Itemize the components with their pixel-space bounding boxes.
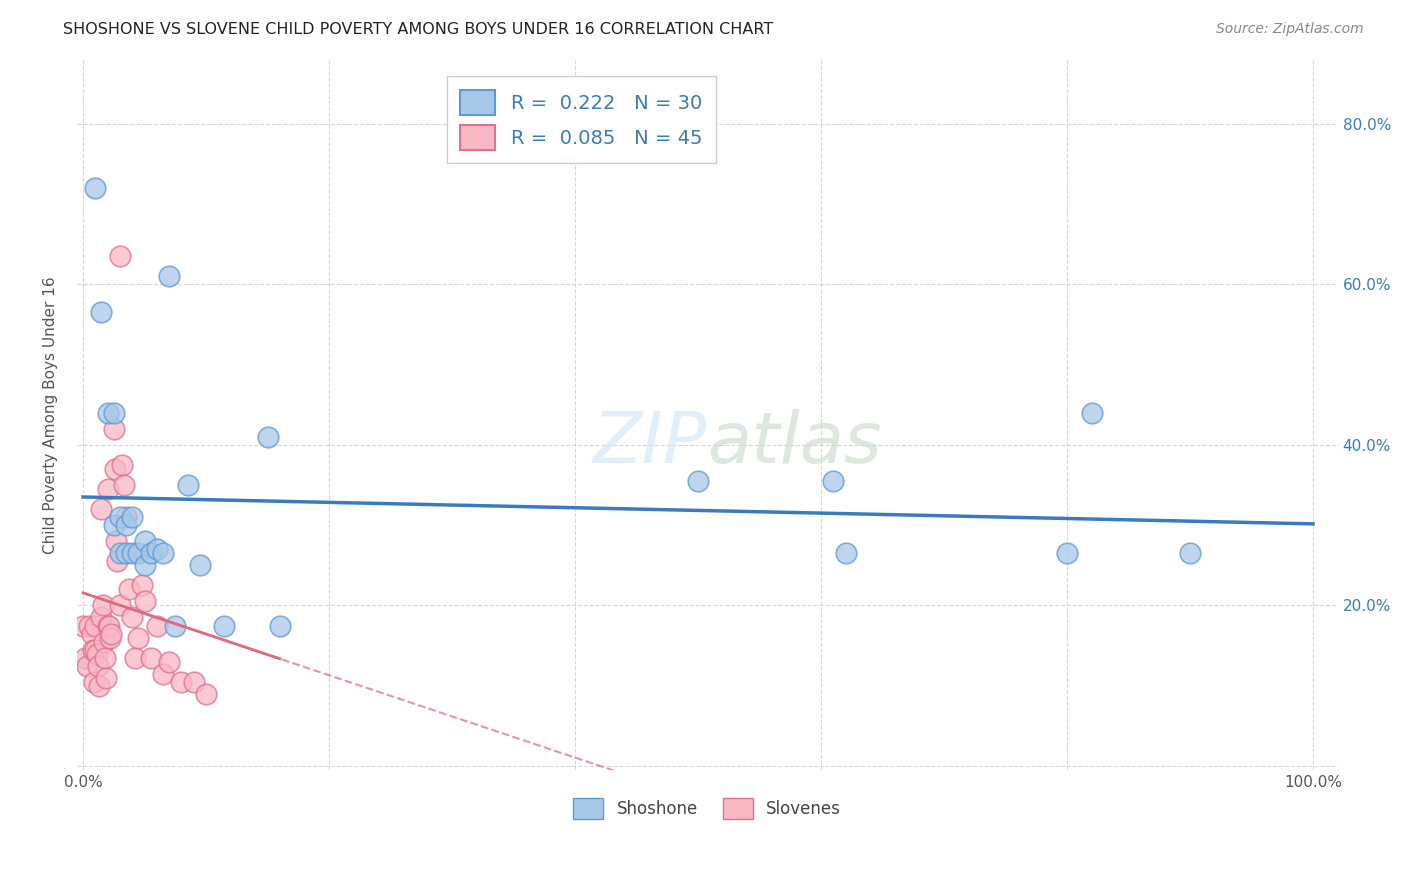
Point: [152, 666, 174, 681]
Point: [1056, 546, 1078, 560]
Point: [97, 618, 120, 632]
Point: [83, 674, 105, 689]
Point: [1178, 546, 1201, 560]
Point: [170, 674, 193, 689]
Point: [214, 618, 236, 632]
Point: [107, 554, 129, 568]
Point: [104, 462, 127, 476]
Point: [157, 655, 180, 669]
Point: [686, 474, 709, 488]
Point: [188, 558, 211, 573]
Point: [96, 671, 118, 685]
Point: [112, 478, 135, 492]
Point: [103, 406, 125, 420]
Point: [134, 594, 156, 608]
Point: [91, 599, 114, 613]
Point: [127, 631, 149, 645]
Point: [100, 626, 122, 640]
Y-axis label: Child Poverty Among Boys Under 16: Child Poverty Among Boys Under 16: [44, 276, 58, 554]
Point: [121, 510, 143, 524]
Point: [90, 305, 112, 319]
Point: [195, 687, 218, 701]
Point: [115, 546, 138, 560]
Point: [80, 626, 103, 640]
Point: [134, 558, 156, 573]
Text: SHOSHONE VS SLOVENE CHILD POVERTY AMONG BOYS UNDER 16 CORRELATION CHART: SHOSHONE VS SLOVENE CHILD POVERTY AMONG …: [63, 22, 773, 37]
Point: [103, 518, 125, 533]
Point: [834, 546, 856, 560]
Point: [86, 647, 108, 661]
Point: [115, 518, 138, 533]
Point: [152, 546, 174, 560]
Text: ZIP: ZIP: [593, 409, 707, 478]
Point: [105, 534, 128, 549]
Point: [134, 534, 156, 549]
Text: Source: ZipAtlas.com: Source: ZipAtlas.com: [1216, 22, 1364, 37]
Point: [157, 269, 180, 284]
Point: [108, 249, 131, 263]
Point: [115, 510, 138, 524]
Point: [139, 546, 162, 560]
Point: [97, 406, 120, 420]
Point: [269, 618, 291, 632]
Point: [87, 679, 110, 693]
Point: [127, 546, 149, 560]
Point: [84, 642, 107, 657]
Point: [131, 578, 153, 592]
Point: [98, 631, 121, 645]
Point: [124, 650, 146, 665]
Point: [139, 650, 162, 665]
Point: [90, 502, 112, 516]
Point: [108, 599, 131, 613]
Point: [72, 618, 94, 632]
Point: [176, 478, 198, 492]
Point: [90, 610, 112, 624]
Point: [108, 546, 131, 560]
Legend: Shoshone, Slovenes: Shoshone, Slovenes: [567, 791, 848, 826]
Point: [77, 618, 100, 632]
Point: [76, 658, 98, 673]
Point: [84, 181, 107, 195]
Point: [146, 542, 169, 557]
Point: [75, 650, 97, 665]
Point: [121, 546, 143, 560]
Point: [183, 674, 205, 689]
Point: [117, 582, 139, 597]
Point: [1080, 406, 1102, 420]
Point: [121, 610, 143, 624]
Point: [103, 422, 125, 436]
Point: [97, 482, 120, 496]
Point: [165, 618, 187, 632]
Point: [94, 650, 117, 665]
Point: [93, 634, 115, 648]
Point: [823, 474, 845, 488]
Point: [87, 658, 110, 673]
Point: [111, 458, 134, 472]
Point: [82, 642, 104, 657]
Point: [146, 618, 169, 632]
Point: [108, 510, 131, 524]
Point: [84, 618, 107, 632]
Point: [97, 618, 120, 632]
Text: atlas: atlas: [707, 409, 882, 478]
Point: [256, 430, 278, 444]
